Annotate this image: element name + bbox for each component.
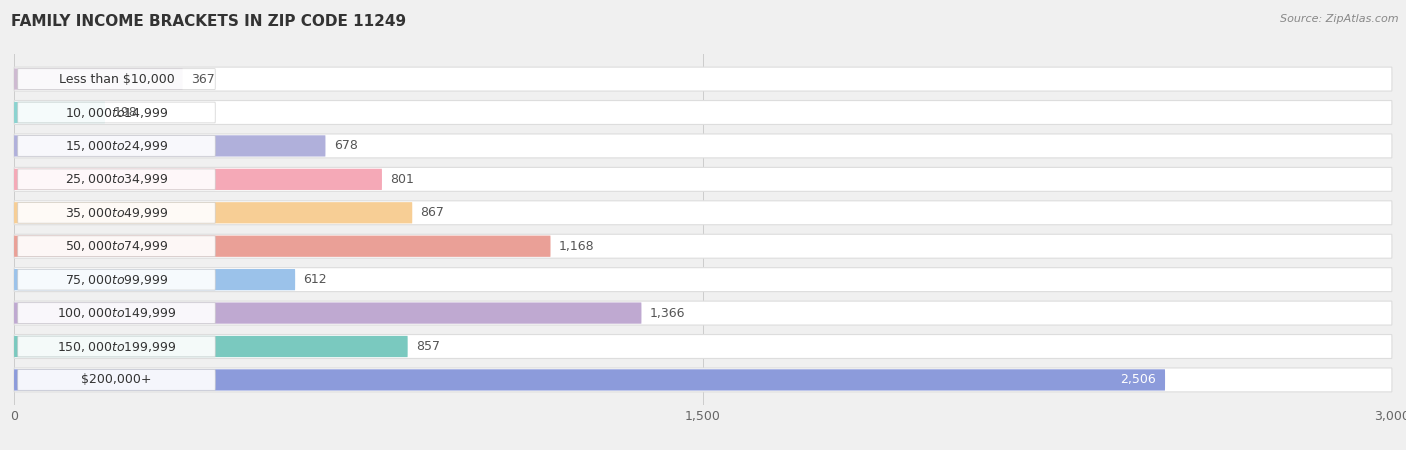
Text: $150,000 to $199,999: $150,000 to $199,999	[56, 339, 176, 354]
Text: 801: 801	[391, 173, 415, 186]
FancyBboxPatch shape	[18, 303, 215, 324]
FancyBboxPatch shape	[18, 269, 215, 290]
FancyBboxPatch shape	[14, 368, 1392, 392]
FancyBboxPatch shape	[14, 68, 183, 90]
FancyBboxPatch shape	[18, 336, 215, 357]
FancyBboxPatch shape	[18, 169, 215, 190]
FancyBboxPatch shape	[14, 301, 1392, 325]
FancyBboxPatch shape	[14, 369, 1166, 391]
FancyBboxPatch shape	[14, 268, 1392, 292]
FancyBboxPatch shape	[18, 202, 215, 223]
FancyBboxPatch shape	[18, 135, 215, 156]
FancyBboxPatch shape	[14, 202, 412, 223]
FancyBboxPatch shape	[14, 334, 1392, 359]
Text: $75,000 to $99,999: $75,000 to $99,999	[65, 273, 169, 287]
Text: 867: 867	[420, 206, 444, 219]
FancyBboxPatch shape	[14, 336, 408, 357]
FancyBboxPatch shape	[14, 167, 1392, 191]
Text: 1,366: 1,366	[650, 306, 685, 320]
Text: $25,000 to $34,999: $25,000 to $34,999	[65, 172, 169, 186]
Text: $200,000+: $200,000+	[82, 374, 152, 387]
Text: FAMILY INCOME BRACKETS IN ZIP CODE 11249: FAMILY INCOME BRACKETS IN ZIP CODE 11249	[11, 14, 406, 28]
Text: Source: ZipAtlas.com: Source: ZipAtlas.com	[1281, 14, 1399, 23]
FancyBboxPatch shape	[14, 169, 382, 190]
Text: 367: 367	[191, 72, 215, 86]
FancyBboxPatch shape	[14, 201, 1392, 225]
Text: $35,000 to $49,999: $35,000 to $49,999	[65, 206, 169, 220]
Text: 678: 678	[333, 140, 357, 153]
FancyBboxPatch shape	[14, 67, 1392, 91]
FancyBboxPatch shape	[14, 134, 1392, 158]
Text: $10,000 to $14,999: $10,000 to $14,999	[65, 105, 169, 120]
FancyBboxPatch shape	[18, 102, 215, 123]
FancyBboxPatch shape	[14, 236, 551, 257]
FancyBboxPatch shape	[18, 369, 215, 390]
Text: $100,000 to $149,999: $100,000 to $149,999	[56, 306, 176, 320]
Text: 857: 857	[416, 340, 440, 353]
Text: 198: 198	[114, 106, 136, 119]
FancyBboxPatch shape	[14, 102, 105, 123]
Text: $50,000 to $74,999: $50,000 to $74,999	[65, 239, 169, 253]
FancyBboxPatch shape	[14, 302, 641, 324]
Text: 612: 612	[304, 273, 328, 286]
FancyBboxPatch shape	[18, 69, 215, 90]
Text: 1,168: 1,168	[558, 240, 595, 253]
Text: Less than $10,000: Less than $10,000	[59, 72, 174, 86]
FancyBboxPatch shape	[18, 236, 215, 256]
Text: 2,506: 2,506	[1121, 374, 1156, 387]
FancyBboxPatch shape	[14, 135, 325, 157]
FancyBboxPatch shape	[14, 234, 1392, 258]
FancyBboxPatch shape	[14, 100, 1392, 125]
Text: $15,000 to $24,999: $15,000 to $24,999	[65, 139, 169, 153]
FancyBboxPatch shape	[14, 269, 295, 290]
